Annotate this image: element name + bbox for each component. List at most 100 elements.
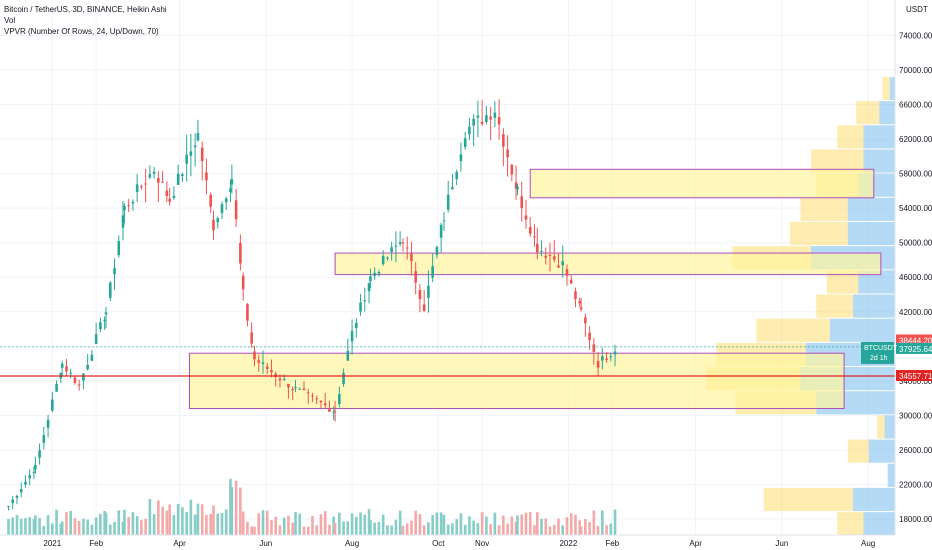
upper-price-tag-bg	[896, 334, 932, 346]
volume-bar	[270, 520, 273, 535]
volume-bar	[196, 503, 200, 535]
volume-bar	[298, 513, 302, 535]
volume-bar	[427, 522, 430, 535]
candle-body	[514, 182, 518, 189]
candle-body	[282, 379, 286, 381]
candle-body	[121, 215, 125, 228]
volume-bar	[398, 510, 402, 535]
candle-body	[241, 275, 245, 290]
candle-body	[28, 475, 31, 479]
volume-bar	[117, 510, 121, 535]
candle-body	[60, 363, 64, 368]
candle-body	[294, 387, 297, 389]
volume-bar	[127, 516, 130, 535]
vp-row-down	[837, 512, 864, 536]
candle-body	[176, 173, 180, 185]
volume-bar	[442, 514, 446, 535]
vp-row-up	[863, 149, 895, 173]
y-tick-label: 70000.00	[899, 66, 932, 75]
volume-bar	[253, 526, 256, 535]
candle-body	[7, 506, 10, 508]
candle-body	[193, 145, 197, 148]
volume-bar	[548, 526, 552, 535]
candle-body	[65, 366, 68, 372]
x-tick-label: Jun	[775, 539, 788, 548]
volume-bar	[59, 523, 63, 535]
volume-bar	[294, 511, 297, 535]
volume-bar	[161, 506, 164, 535]
volume-bar	[94, 517, 98, 535]
volume-bar	[51, 523, 54, 535]
candle-body	[172, 195, 176, 199]
volume-bar	[451, 523, 454, 535]
volume-bar	[431, 515, 434, 535]
volume-bar	[446, 524, 450, 535]
volume-bar	[282, 517, 286, 535]
y-tick-label: 58000.00	[899, 170, 932, 179]
volume-bar	[224, 509, 228, 535]
volume-bar	[613, 509, 617, 535]
volume-bar	[131, 512, 135, 535]
volume-bar	[390, 525, 393, 535]
candle-body	[574, 291, 577, 299]
volume-bar	[104, 512, 108, 535]
volume-bar	[455, 519, 458, 535]
legend-volume[interactable]: Vol	[4, 16, 16, 25]
candlesticks	[7, 99, 617, 511]
candle-body	[596, 360, 600, 368]
candle-body	[350, 330, 354, 342]
volume-bar	[359, 512, 362, 535]
ticker-badge-bg	[861, 341, 894, 364]
volume-bar	[497, 525, 501, 535]
volume-bar	[401, 525, 405, 535]
candle-body	[246, 304, 249, 321]
candle-body	[250, 332, 253, 344]
candle-body	[516, 186, 519, 190]
candle-body	[34, 464, 37, 470]
volume-bars	[7, 478, 617, 535]
x-tick-label: 2021	[43, 539, 61, 548]
volume-bar	[332, 516, 335, 535]
volume-bar	[46, 515, 50, 535]
candle-body	[485, 115, 488, 122]
volume-bar	[185, 511, 188, 535]
volume-bar	[346, 521, 350, 535]
candle-body	[548, 254, 552, 256]
vp-row-down	[763, 487, 853, 512]
candle-body	[94, 334, 98, 344]
vp-row-up	[829, 318, 895, 342]
y-tick-label: 22000.00	[899, 480, 932, 489]
x-tick-label: Apr	[689, 539, 702, 548]
volume-bar	[476, 523, 480, 535]
candle-body	[161, 181, 164, 183]
vp-row-down	[816, 294, 853, 318]
volume-profile	[706, 76, 895, 536]
candle-body	[451, 187, 454, 190]
volume-bar	[535, 512, 539, 535]
volume-bar	[342, 521, 345, 535]
volume-bar	[135, 516, 139, 535]
vp-row-up	[863, 512, 895, 536]
volume-bar	[480, 512, 484, 535]
y-tick-label: 42000.00	[899, 308, 932, 317]
candle-body	[588, 332, 591, 341]
legend-vpvr[interactable]: VPVR (Number Of Rows, 24, Up/Down, 70)	[4, 27, 159, 36]
volume-bar	[32, 519, 36, 535]
volume-bar	[239, 487, 242, 535]
volume-bar	[510, 516, 514, 535]
volume-bar	[42, 526, 46, 535]
candle-body	[565, 269, 569, 276]
candle-body	[270, 370, 273, 373]
volume-bar	[315, 525, 319, 535]
candle-body	[394, 245, 398, 247]
legend-symbol[interactable]: Bitcoin / TetherUS, 3D, BINANCE, Heikin …	[4, 5, 167, 14]
volume-bar	[592, 510, 596, 535]
volume-bar	[439, 512, 443, 535]
candle-body	[579, 307, 583, 310]
candle-body	[328, 408, 331, 412]
volume-bar	[261, 510, 265, 535]
volume-bar	[257, 513, 261, 535]
candle-body	[472, 118, 475, 126]
candle-body	[103, 319, 106, 322]
